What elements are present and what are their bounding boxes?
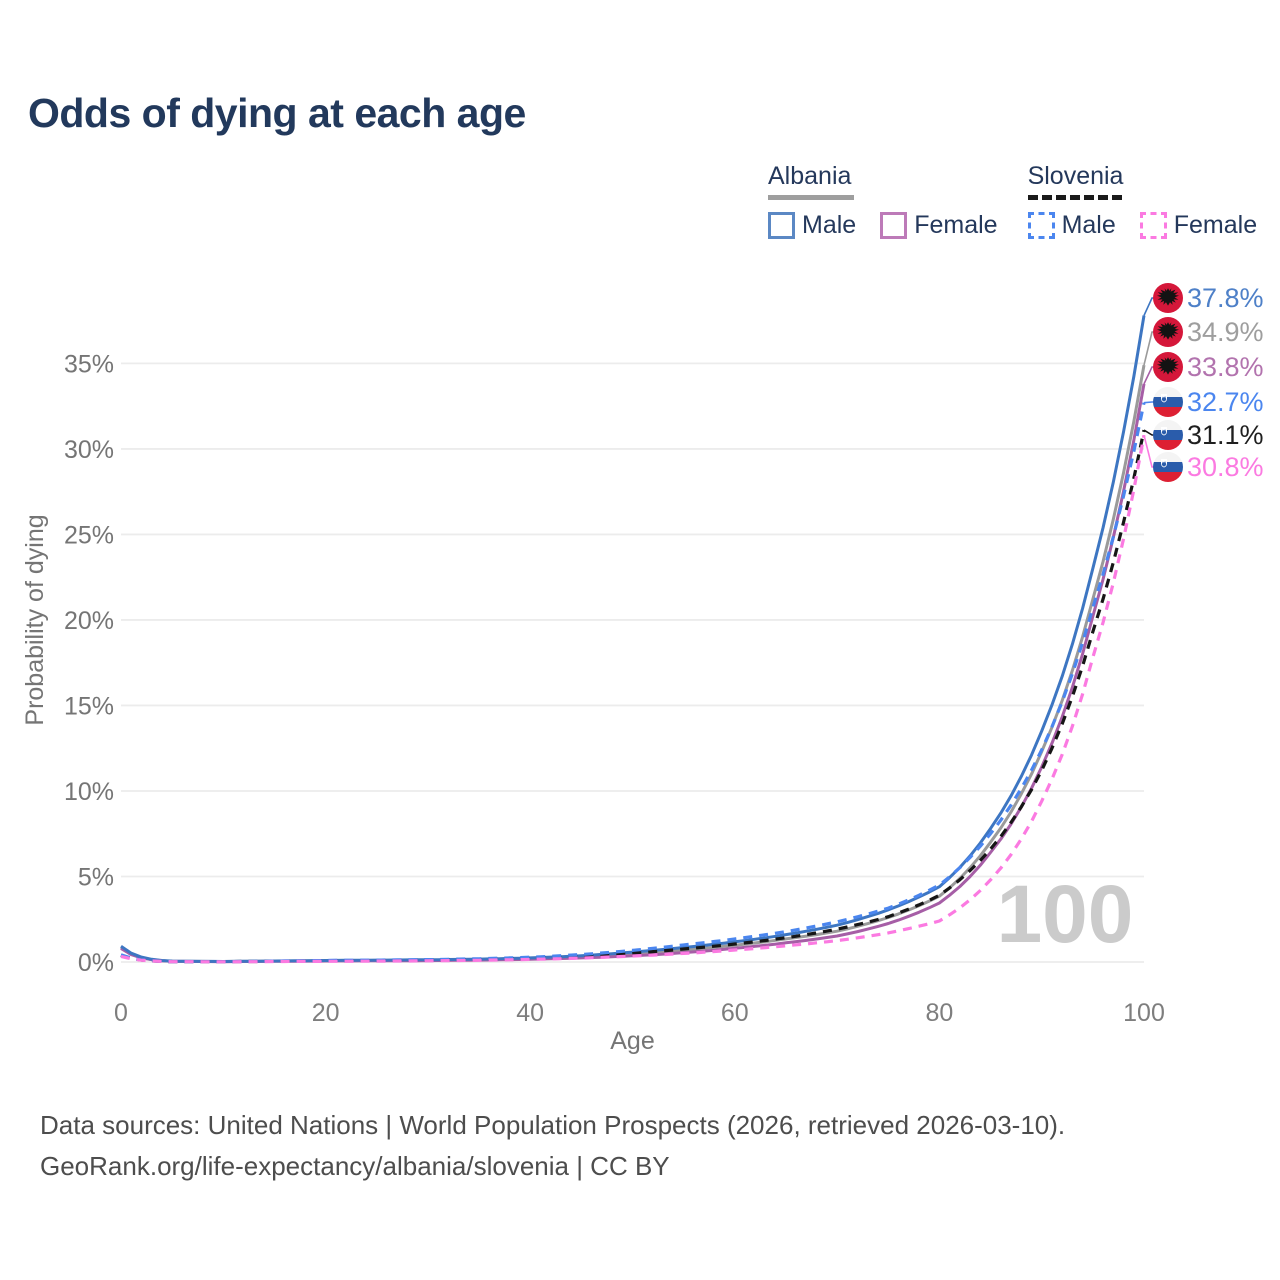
legend-albania-underline bbox=[768, 195, 854, 200]
x-axis-title: Age bbox=[610, 1027, 654, 1055]
end-label-connector-albania-female bbox=[1143, 366, 1155, 385]
footer-data-sources: Data sources: United Nations | World Pop… bbox=[40, 1110, 1066, 1140]
footer-attribution-link: GeoRank.org/life-expectancy/albania/slov… bbox=[40, 1151, 670, 1181]
y-tick-label: 0% bbox=[78, 949, 114, 977]
legend-group-albania: Albania Male Female bbox=[768, 162, 998, 240]
end-label-connector-albania-both bbox=[1143, 331, 1155, 366]
legend-slovenia-female-label[interactable]: Female bbox=[1173, 211, 1258, 239]
x-tick-label: 100 bbox=[1123, 999, 1165, 1027]
age-watermark: 100 bbox=[996, 869, 1134, 960]
end-label-slovenia-both: 31.1% bbox=[1187, 420, 1264, 450]
end-annotations: 34.9% 33.8% 37.8% 31.1%32.7% 30.8% bbox=[1143, 283, 1264, 482]
page-title: Odds of dying at each age bbox=[28, 90, 526, 136]
legend-albania-female-label[interactable]: Female bbox=[914, 211, 998, 239]
series-lines bbox=[120, 315, 1146, 964]
end-label-connector-albania-male bbox=[1143, 297, 1155, 316]
legend-albania-label[interactable]: Albania bbox=[768, 162, 852, 190]
x-tick-label: 0 bbox=[114, 999, 128, 1027]
x-tick-label: 80 bbox=[925, 999, 953, 1027]
legend-swatch-albania-male[interactable] bbox=[768, 212, 795, 239]
albania-flag-icon bbox=[1153, 283, 1183, 313]
x-tick-label: 20 bbox=[312, 999, 340, 1027]
legend-group-slovenia: Slovenia Male Female bbox=[1027, 162, 1258, 240]
end-label-connector-slovenia-male bbox=[1143, 401, 1155, 404]
y-tick-label: 30% bbox=[64, 436, 114, 464]
legend-slovenia-male-label[interactable]: Male bbox=[1061, 211, 1116, 239]
y-tick-label: 25% bbox=[64, 521, 114, 549]
x-tick-label: 60 bbox=[721, 999, 749, 1027]
y-tick-label: 20% bbox=[64, 607, 114, 635]
slovenia-flag-icon bbox=[1153, 420, 1183, 450]
series-line-albania-male bbox=[120, 315, 1146, 963]
end-label-slovenia-female: 30.8% bbox=[1187, 452, 1264, 482]
legend-swatch-albania-female[interactable] bbox=[880, 212, 908, 239]
x-tick-label: 40 bbox=[516, 999, 544, 1027]
albania-flag-icon bbox=[1153, 317, 1183, 347]
legend-albania-male-label[interactable]: Male bbox=[802, 211, 857, 239]
slovenia-flag-icon bbox=[1153, 387, 1183, 417]
legend: Albania Male Female Slovenia Male Female bbox=[768, 162, 1257, 240]
end-label-albania-male: 37.8% bbox=[1187, 283, 1264, 313]
legend-swatch-slovenia-male[interactable] bbox=[1027, 212, 1055, 239]
end-label-albania-both: 34.9% bbox=[1187, 317, 1264, 347]
legend-slovenia-underline bbox=[1027, 195, 1122, 200]
end-label-slovenia-male: 32.7% bbox=[1187, 387, 1264, 417]
y-tick-label: 15% bbox=[64, 692, 114, 720]
legend-swatch-slovenia-female[interactable] bbox=[1139, 212, 1167, 239]
end-label-albania-female: 33.8% bbox=[1187, 352, 1264, 382]
legend-slovenia-label[interactable]: Slovenia bbox=[1027, 162, 1124, 190]
y-tick-label: 10% bbox=[64, 778, 114, 806]
y-tick-label: 5% bbox=[78, 863, 114, 891]
end-label-connector-slovenia-both bbox=[1143, 429, 1155, 436]
y-tick-label: 35% bbox=[64, 350, 114, 378]
footer: Data sources: United Nations | World Pop… bbox=[40, 1105, 1065, 1187]
slovenia-flag-icon bbox=[1153, 452, 1183, 482]
end-label-connector-slovenia-female bbox=[1143, 435, 1155, 468]
albania-flag-icon bbox=[1153, 352, 1183, 382]
y-axis-title: Probability of dying bbox=[21, 514, 49, 725]
